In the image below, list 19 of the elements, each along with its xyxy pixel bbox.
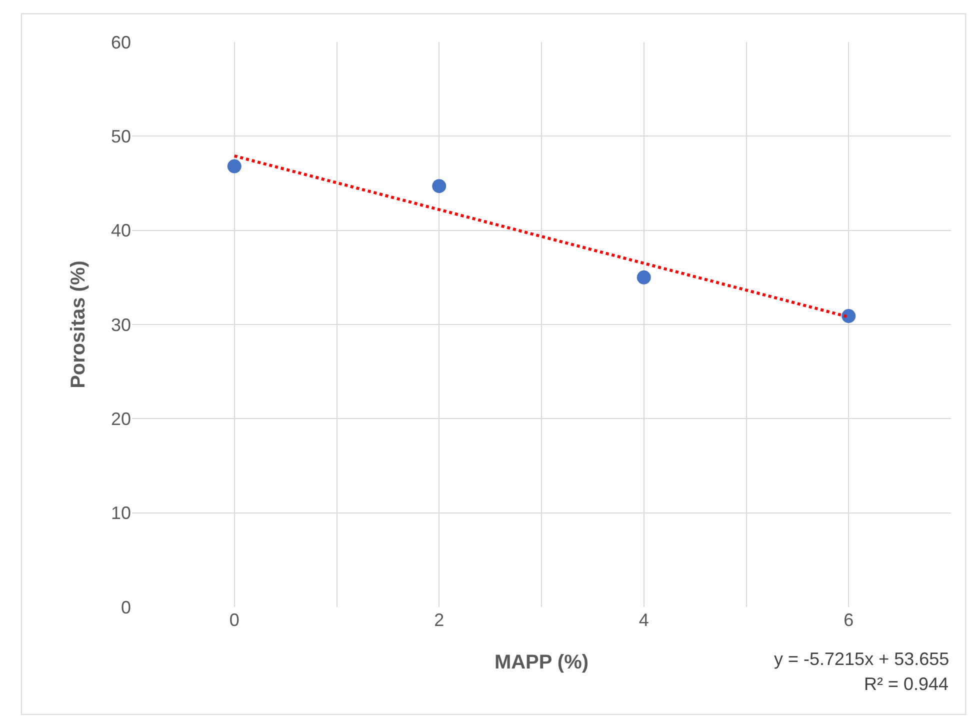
y-axis-title: Porositas (%) [67,260,90,388]
y-tick-label: 0 [120,597,131,618]
x-tick-label: 0 [229,610,240,630]
point [432,179,446,194]
point [227,159,242,174]
x-tick-label: 2 [434,610,444,630]
y-tick-label: 60 [110,32,131,52]
x-tick-label: 4 [638,610,649,630]
point [636,270,651,284]
y-tick-label: 40 [110,220,131,241]
text: R² = 0.944 [864,674,949,694]
text: y = -5.7215x + 53.655 [774,649,950,669]
x-tick-label: 6 [844,610,854,630]
x-axis-title: MAPP (%) [494,652,589,674]
y-tick-label: 10 [110,503,131,524]
y-tick-label: 50 [110,126,131,146]
point [842,309,856,324]
y-tick-label: 30 [110,314,131,335]
y-tick-label: 20 [110,408,131,429]
